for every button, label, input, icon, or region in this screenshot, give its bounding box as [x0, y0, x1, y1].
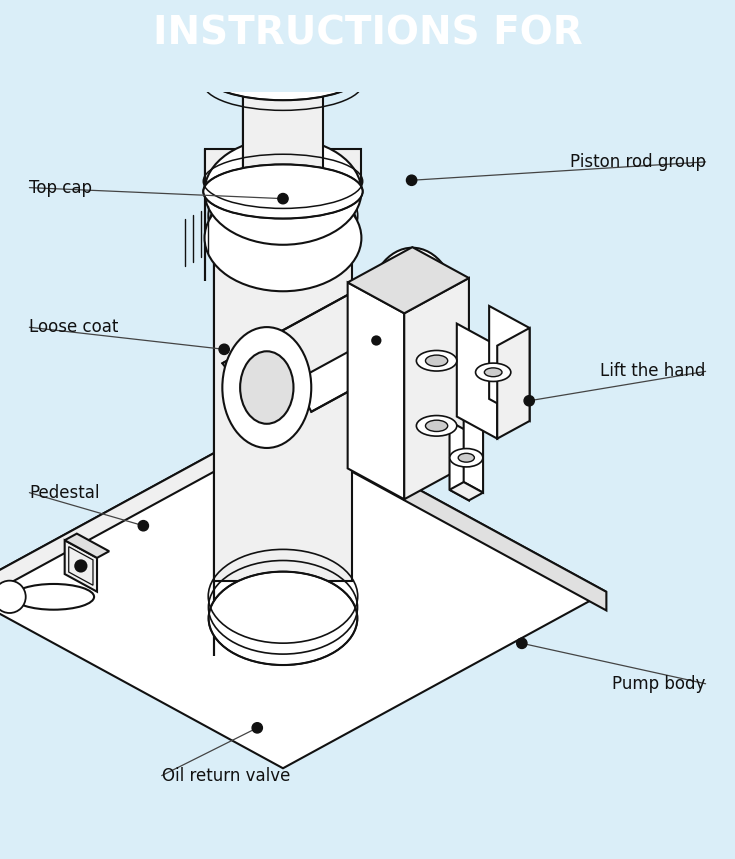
Ellipse shape [209, 10, 356, 71]
Ellipse shape [450, 448, 483, 467]
Polygon shape [65, 533, 109, 557]
Ellipse shape [476, 363, 511, 381]
Circle shape [524, 396, 534, 406]
Ellipse shape [209, 571, 357, 665]
Circle shape [252, 722, 262, 733]
Polygon shape [450, 421, 469, 500]
Text: Pedestal: Pedestal [29, 484, 100, 502]
Ellipse shape [426, 355, 448, 367]
Ellipse shape [13, 584, 94, 610]
Polygon shape [404, 278, 469, 499]
Polygon shape [457, 324, 497, 439]
Ellipse shape [204, 164, 362, 218]
Polygon shape [65, 540, 97, 592]
Circle shape [517, 638, 527, 649]
Polygon shape [0, 416, 606, 768]
Ellipse shape [368, 247, 456, 369]
Circle shape [278, 193, 288, 204]
Circle shape [219, 344, 229, 355]
Ellipse shape [416, 416, 456, 436]
Ellipse shape [204, 185, 362, 291]
Text: Pump body: Pump body [612, 674, 706, 692]
Circle shape [74, 559, 87, 573]
Text: Oil return valve: Oil return valve [162, 766, 290, 784]
Polygon shape [215, 200, 352, 581]
Ellipse shape [240, 351, 293, 423]
Circle shape [278, 35, 288, 46]
Polygon shape [497, 328, 529, 439]
Ellipse shape [209, 192, 357, 284]
Ellipse shape [458, 454, 474, 462]
Text: Top cap: Top cap [29, 179, 93, 197]
Circle shape [371, 335, 381, 345]
Text: Lift the hand: Lift the hand [600, 362, 706, 381]
Polygon shape [283, 416, 606, 611]
Text: Loose coat: Loose coat [29, 319, 119, 336]
Polygon shape [280, 269, 456, 411]
Ellipse shape [204, 138, 362, 245]
Circle shape [406, 175, 417, 186]
Polygon shape [243, 52, 323, 170]
Circle shape [0, 581, 26, 613]
Polygon shape [450, 482, 483, 500]
Text: Piston rod group: Piston rod group [570, 153, 706, 171]
Polygon shape [222, 284, 399, 404]
Ellipse shape [426, 420, 448, 431]
Text: INSTRUCTIONS FOR: INSTRUCTIONS FOR [153, 14, 582, 52]
Polygon shape [348, 247, 469, 314]
Polygon shape [204, 149, 362, 195]
Ellipse shape [204, 46, 362, 101]
Circle shape [138, 521, 148, 531]
Ellipse shape [222, 327, 312, 448]
Polygon shape [0, 416, 283, 611]
Ellipse shape [416, 350, 456, 371]
Polygon shape [348, 283, 404, 499]
Polygon shape [464, 413, 483, 493]
Polygon shape [490, 306, 529, 421]
Ellipse shape [484, 368, 502, 377]
